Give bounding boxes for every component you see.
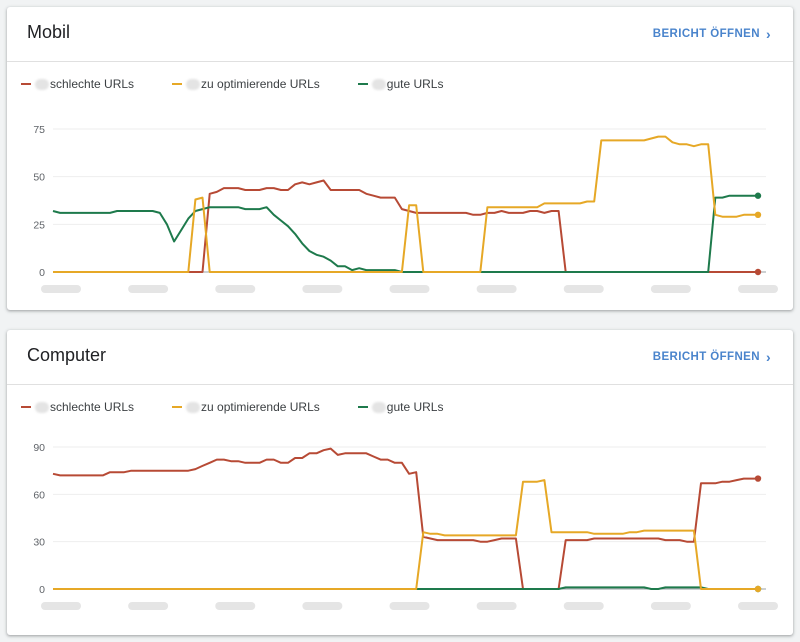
card-title: Mobil [27, 22, 71, 42]
blurred-count [371, 401, 386, 413]
legend-item-improve[interactable]: zu optimierende URLs [172, 77, 320, 91]
computer-report-card: Computer BERICHT ÖFFNEN › schlechte URLs… [7, 330, 793, 635]
legend-label-improve: zu optimierende URLs [201, 400, 320, 414]
x-tick-label-blurred [563, 285, 604, 293]
legend-swatch-improve [172, 406, 183, 408]
series-end-point [754, 585, 762, 593]
legend-swatch-bad [21, 406, 31, 408]
x-tick-label-blurred [302, 285, 343, 293]
y-tick-label: 30 [33, 537, 45, 549]
y-tick-label: 50 [33, 172, 45, 184]
x-tick-label-blurred [389, 602, 430, 610]
legend-label-improve: zu optimierende URLs [201, 77, 320, 91]
mobile-report-card: Mobil BERICHT ÖFFNEN › schlechte URLs zu… [7, 7, 793, 310]
y-tick-label: 60 [33, 489, 45, 501]
open-report-label: BERICHT ÖFFNEN [652, 28, 760, 40]
x-tick-label-blurred [41, 602, 81, 610]
y-tick-label: 0 [39, 267, 45, 279]
blurred-count [35, 401, 49, 413]
y-tick-label: 75 [33, 124, 45, 136]
card-header: Mobil BERICHT ÖFFNEN › [7, 7, 793, 62]
x-tick-label-blurred [128, 602, 169, 610]
x-tick-label-blurred [389, 285, 430, 293]
series-end-point [754, 192, 762, 199]
x-tick-label-blurred [215, 602, 256, 610]
legend-item-good[interactable]: gute URLs [357, 400, 444, 414]
chevron-right-icon: › [765, 349, 771, 365]
card-title: Computer [27, 345, 107, 365]
legend-item-good[interactable]: gute URLs [357, 77, 444, 91]
x-tick-label-blurred [738, 285, 778, 293]
computer-line-chart: 0 30 60 90 [33, 442, 778, 610]
x-tick-label-blurred [302, 602, 343, 610]
legend-label-bad: schlechte URLs [50, 400, 135, 414]
legend-swatch-good [357, 406, 368, 408]
series-line [53, 479, 758, 590]
x-tick-label-blurred [563, 602, 604, 610]
chart-legend: schlechte URLs zu optimierende URLs gute… [21, 400, 481, 414]
legend-swatch-bad [21, 83, 31, 85]
y-tick-label: 90 [33, 442, 45, 454]
open-report-link[interactable]: BERICHT ÖFFNEN › [653, 26, 771, 42]
card-header: Computer BERICHT ÖFFNEN › [7, 330, 793, 385]
x-tick-label-blurred [128, 285, 169, 293]
blurred-count [186, 78, 201, 90]
series-end-point [754, 211, 762, 218]
blurred-count [186, 401, 201, 413]
blurred-count [371, 78, 386, 90]
y-tick-label: 0 [39, 584, 45, 596]
x-tick-label-blurred [476, 285, 517, 293]
legend-swatch-improve [172, 83, 183, 85]
blurred-count [35, 78, 49, 90]
x-tick-label-blurred [41, 285, 81, 293]
series-end-point [754, 475, 762, 482]
chart-legend: schlechte URLs zu optimierende URLs gute… [21, 77, 481, 91]
series-line [52, 447, 758, 590]
legend-swatch-good [357, 83, 368, 85]
legend-label-bad: schlechte URLs [50, 77, 135, 91]
series-line [53, 179, 758, 273]
x-tick-label-blurred [650, 602, 691, 610]
legend-item-improve[interactable]: zu optimierende URLs [172, 400, 320, 414]
legend-item-bad[interactable]: schlechte URLs [21, 400, 134, 414]
mobile-line-chart: 0 25 50 75 [33, 124, 778, 293]
legend-item-bad[interactable]: schlechte URLs [21, 77, 134, 91]
series-line [52, 194, 758, 273]
x-tick-label-blurred [650, 285, 691, 293]
x-tick-label-blurred [476, 602, 517, 610]
chevron-right-icon: › [765, 26, 771, 42]
series-end-point [754, 268, 762, 276]
y-tick-label: 25 [33, 219, 45, 231]
open-report-label: BERICHT ÖFFNEN [652, 351, 760, 363]
x-tick-label-blurred [215, 285, 256, 293]
legend-label-good: gute URLs [386, 400, 444, 414]
series-line [53, 135, 758, 273]
legend-label-good: gute URLs [386, 77, 444, 91]
open-report-link[interactable]: BERICHT ÖFFNEN › [653, 349, 771, 365]
x-tick-label-blurred [738, 602, 778, 610]
